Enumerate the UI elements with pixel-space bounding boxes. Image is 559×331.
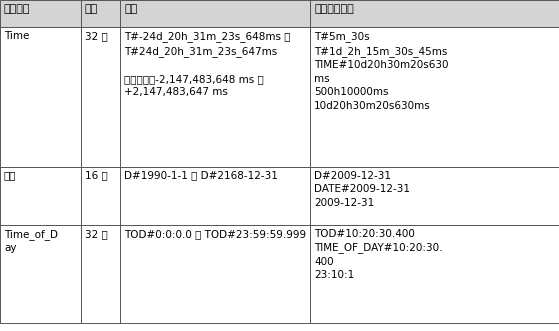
Bar (120, 27, 310, 167)
Text: 日期: 日期 (4, 171, 16, 181)
Text: 32 位: 32 位 (85, 31, 108, 41)
Bar (120, 225, 310, 323)
Text: Time: Time (4, 31, 29, 41)
Bar (310, 225, 559, 323)
Text: 16 位: 16 位 (85, 171, 108, 181)
Bar (0, 225, 81, 323)
Bar (310, 167, 559, 225)
Text: 数据类型: 数据类型 (4, 4, 30, 14)
Bar (120, 0, 310, 27)
Text: T#-24d_20h_31m_23s_648ms 到
T#24d_20h_31m_23s_647ms

存储形式：-2,147,483,648 ms 到
+2,: T#-24d_20h_31m_23s_648ms 到 T#24d_20h_31m… (124, 31, 291, 97)
Text: Time_of_D
ay: Time_of_D ay (4, 229, 58, 253)
Bar (0, 27, 81, 167)
Bar (0, 0, 81, 27)
Text: TOD#0:0:0.0 到 TOD#23:59:59.999: TOD#0:0:0.0 到 TOD#23:59:59.999 (124, 229, 306, 239)
Text: TOD#10:20:30.400
TIME_OF_DAY#10:20:30.
400
23:10:1: TOD#10:20:30.400 TIME_OF_DAY#10:20:30. 4… (314, 229, 443, 280)
Bar (81, 167, 120, 225)
Text: 常量输入示例: 常量输入示例 (314, 4, 354, 14)
Text: 范围: 范围 (124, 4, 138, 14)
Text: D#1990-1-1 到 D#2168-12-31: D#1990-1-1 到 D#2168-12-31 (124, 171, 278, 181)
Text: D#2009-12-31
DATE#2009-12-31
2009-12-31: D#2009-12-31 DATE#2009-12-31 2009-12-31 (314, 171, 410, 208)
Bar (0, 167, 81, 225)
Bar (81, 27, 120, 167)
Bar (81, 225, 120, 323)
Bar (310, 27, 559, 167)
Bar (81, 0, 120, 27)
Bar (120, 167, 310, 225)
Text: 大小: 大小 (85, 4, 98, 14)
Text: 32 位: 32 位 (85, 229, 108, 239)
Bar (310, 0, 559, 27)
Text: T#5m_30s
T#1d_2h_15m_30s_45ms
TIME#10d20h30m20s630
ms
500h10000ms
10d20h30m20s63: T#5m_30s T#1d_2h_15m_30s_45ms TIME#10d20… (314, 31, 449, 111)
